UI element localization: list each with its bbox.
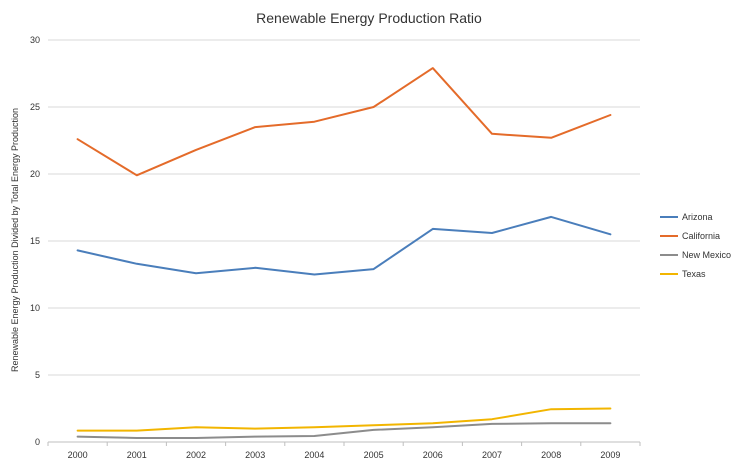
legend-label-new-mexico: New Mexico	[682, 250, 731, 260]
x-tick-label: 2003	[245, 450, 265, 460]
y-tick-label: 15	[30, 236, 40, 246]
axes: 0 5 10 15 20 25 30 2000 2001 2002 2003 2004 2005 2006…	[30, 35, 641, 460]
legend-label-arizona: Arizona	[682, 212, 713, 222]
series-line-texas	[76, 407, 612, 432]
y-tick-label: 25	[30, 102, 40, 112]
x-tick-label: 2004	[304, 450, 324, 460]
y-tick-label: 0	[35, 437, 40, 447]
x-tick-label: 2000	[68, 450, 88, 460]
x-tick-label: 2001	[127, 450, 147, 460]
y-tick-label: 10	[30, 303, 40, 313]
legend-label-texas: Texas	[682, 269, 706, 279]
legend: Arizona California New Mexico Texas	[660, 212, 731, 279]
legend-label-california: California	[682, 231, 720, 241]
gridlines	[48, 39, 640, 376]
x-tick-label: 2009	[600, 450, 620, 460]
y-axis-label: Renewable Energy Production Divided by T…	[10, 108, 20, 372]
y-tick-label: 5	[35, 370, 40, 380]
series-lines	[76, 67, 612, 439]
x-tick-label: 2002	[186, 450, 206, 460]
series-line-arizona	[76, 215, 612, 276]
x-tick-label: 2007	[482, 450, 502, 460]
x-tick-label: 2005	[364, 450, 384, 460]
series-line-new-mexico	[76, 422, 612, 439]
y-tick-label: 20	[30, 169, 40, 179]
y-tick-label: 30	[30, 35, 40, 45]
chart-title: Renewable Energy Production Ratio	[256, 10, 482, 26]
series-line-california	[76, 67, 612, 177]
x-tick-label: 2008	[541, 450, 561, 460]
x-tick-label: 2006	[423, 450, 443, 460]
